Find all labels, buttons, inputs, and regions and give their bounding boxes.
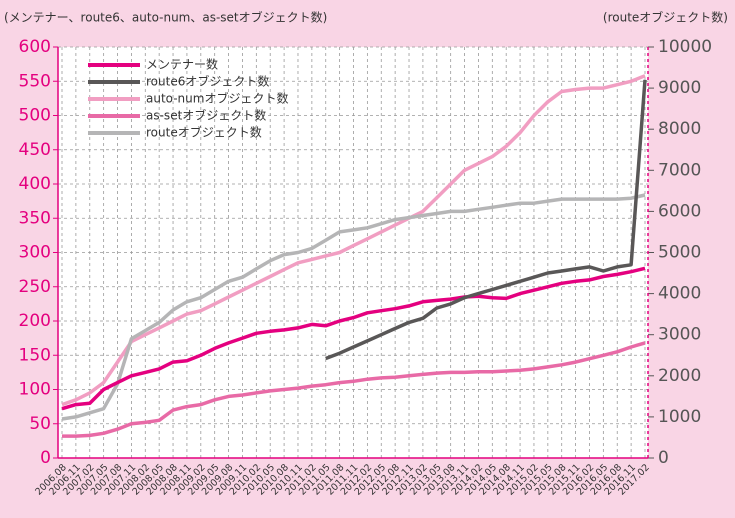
y2-tick-label: 6000 — [658, 201, 701, 221]
y2-tick-label: 5000 — [658, 243, 701, 263]
y2-axis-title: (routeオブジェクト数) — [603, 10, 728, 25]
legend-label: as-setオブジェクト数 — [146, 108, 266, 123]
y-tick-label: 600 — [19, 37, 51, 57]
y-tick-label: 100 — [19, 380, 51, 400]
series-line — [62, 341, 646, 438]
series-line — [61, 74, 646, 407]
y2-tick-label: 1000 — [658, 407, 701, 427]
y2-tick-label: 10000 — [658, 37, 712, 57]
y-tick-label: 300 — [19, 243, 51, 263]
y-tick-label: 150 — [19, 345, 51, 365]
legend-label: auto-numオブジェクト数 — [146, 91, 288, 106]
y2-tick-label: 3000 — [658, 325, 701, 345]
y2-tick-label: 2000 — [658, 366, 701, 386]
series-line — [61, 266, 646, 411]
y-tick-label: 400 — [19, 174, 51, 194]
legend-label: メンテナー数 — [146, 57, 218, 72]
y2-tick-label: 9000 — [658, 78, 701, 98]
y2-tick-label: 8000 — [658, 119, 701, 139]
y-tick-label: 250 — [19, 277, 51, 297]
y-tick-label: 350 — [19, 208, 51, 228]
y2-tick-label: 7000 — [658, 160, 701, 180]
series-line — [61, 193, 646, 421]
legend-label: route6オブジェクト数 — [146, 74, 269, 89]
legend-label: routeオブジェクト数 — [146, 125, 262, 140]
y-tick-label: 50 — [29, 414, 51, 434]
y-axis-title: (メンテナー、route6、auto-num、as-setオブジェクト数) — [4, 10, 327, 25]
y2-tick-label: 4000 — [658, 284, 701, 304]
y-tick-label: 450 — [19, 140, 51, 160]
y2-tick-label: 0 — [658, 448, 669, 468]
y-tick-label: 200 — [19, 311, 51, 331]
series-line — [325, 79, 647, 361]
y-tick-label: 0 — [40, 448, 51, 468]
y-tick-label: 500 — [19, 106, 51, 126]
y-tick-label: 550 — [19, 71, 51, 91]
